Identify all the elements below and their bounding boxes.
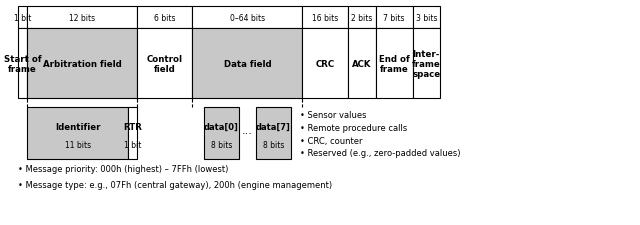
- FancyBboxPatch shape: [413, 29, 440, 99]
- FancyBboxPatch shape: [413, 7, 440, 29]
- FancyBboxPatch shape: [376, 29, 413, 99]
- Text: 6 bits: 6 bits: [154, 14, 175, 22]
- FancyBboxPatch shape: [376, 7, 413, 29]
- Text: • Remote procedure calls: • Remote procedure calls: [300, 123, 408, 132]
- FancyBboxPatch shape: [138, 7, 193, 29]
- Text: 0–64 bits: 0–64 bits: [230, 14, 265, 22]
- Text: data[0]: data[0]: [204, 123, 239, 132]
- Text: Data field: Data field: [223, 60, 271, 69]
- FancyBboxPatch shape: [193, 7, 303, 29]
- FancyBboxPatch shape: [303, 7, 348, 29]
- FancyBboxPatch shape: [18, 7, 27, 29]
- Text: 3 bits: 3 bits: [415, 14, 437, 22]
- FancyBboxPatch shape: [18, 29, 27, 99]
- Text: ···: ···: [242, 129, 253, 139]
- Text: Identifier: Identifier: [55, 123, 100, 132]
- Text: Control
field: Control field: [147, 54, 183, 74]
- Text: • Message priority: 000h (highest) – 7FFh (lowest): • Message priority: 000h (highest) – 7FF…: [18, 164, 228, 173]
- Text: 7 bits: 7 bits: [383, 14, 405, 22]
- Text: 11 bits: 11 bits: [65, 140, 91, 149]
- Text: 1 bit: 1 bit: [124, 140, 141, 149]
- Text: • Message type: e.g., 07Fh (central gateway), 200h (engine management): • Message type: e.g., 07Fh (central gate…: [18, 180, 332, 189]
- Text: data[7]: data[7]: [256, 123, 291, 132]
- Text: Inter-
frame
space: Inter- frame space: [412, 49, 441, 79]
- FancyBboxPatch shape: [27, 7, 138, 29]
- FancyBboxPatch shape: [27, 29, 138, 99]
- Text: 2 bits: 2 bits: [351, 14, 372, 22]
- Text: • Sensor values: • Sensor values: [300, 110, 367, 119]
- FancyBboxPatch shape: [193, 29, 303, 99]
- FancyBboxPatch shape: [128, 108, 138, 160]
- Text: 16 bits: 16 bits: [312, 14, 339, 22]
- Text: 1 bit: 1 bit: [14, 14, 31, 22]
- FancyBboxPatch shape: [303, 29, 348, 99]
- FancyBboxPatch shape: [204, 108, 239, 160]
- Text: CRC: CRC: [316, 60, 335, 69]
- Text: 8 bits: 8 bits: [211, 140, 232, 149]
- FancyBboxPatch shape: [27, 108, 128, 160]
- FancyBboxPatch shape: [138, 29, 193, 99]
- FancyBboxPatch shape: [348, 7, 376, 29]
- Text: • Reserved (e.g., zero-padded values): • Reserved (e.g., zero-padded values): [300, 149, 461, 158]
- FancyBboxPatch shape: [348, 29, 376, 99]
- Text: End of
frame: End of frame: [379, 54, 410, 74]
- Text: 12 bits: 12 bits: [69, 14, 95, 22]
- Text: RTR: RTR: [124, 123, 142, 132]
- Text: ACK: ACK: [353, 60, 372, 69]
- Text: Start of
frame: Start of frame: [4, 54, 42, 74]
- FancyBboxPatch shape: [255, 108, 291, 160]
- Text: • CRC, counter: • CRC, counter: [300, 136, 363, 145]
- Text: Arbitration field: Arbitration field: [43, 60, 122, 69]
- Text: 8 bits: 8 bits: [262, 140, 284, 149]
